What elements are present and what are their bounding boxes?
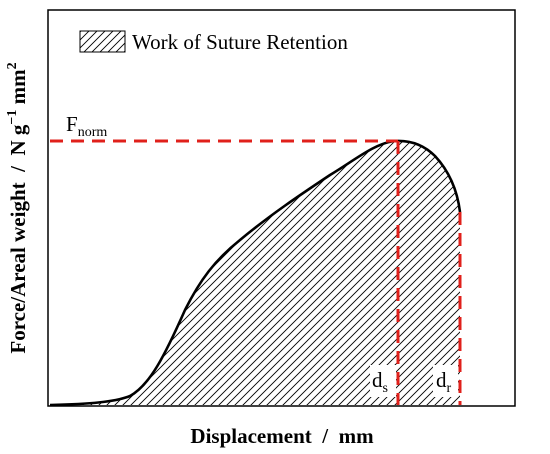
d-s-sub: s	[383, 381, 388, 396]
d-r-sub: r	[447, 381, 452, 396]
d-r-base: d	[436, 368, 447, 392]
f-norm-sub: norm	[78, 125, 108, 140]
y-label-unit2: mm	[6, 69, 30, 110]
force-curve	[49, 139, 462, 407]
work-area	[50, 140, 460, 406]
d-s-label: ds	[372, 368, 388, 396]
d-r-label: dr	[436, 368, 452, 396]
y-label-exp2: 2	[5, 62, 20, 69]
label-bg	[370, 365, 396, 397]
f-norm-label: Fnorm	[66, 112, 107, 140]
y-label-main: Force/Areal weight / N g	[6, 124, 30, 354]
y-axis-label: Force/Areal weight / N g−1 mm2	[5, 62, 30, 353]
legend-label: Work of Suture Retention	[132, 30, 348, 54]
f-norm-base: F	[66, 112, 78, 136]
d-s-base: d	[372, 368, 383, 392]
x-axis-label: Displacement / mm	[190, 424, 374, 448]
legend-swatch	[79, 30, 126, 53]
plot-frame	[47, 9, 516, 407]
y-label-exp1: −1	[5, 110, 20, 125]
label-bg	[433, 365, 458, 397]
